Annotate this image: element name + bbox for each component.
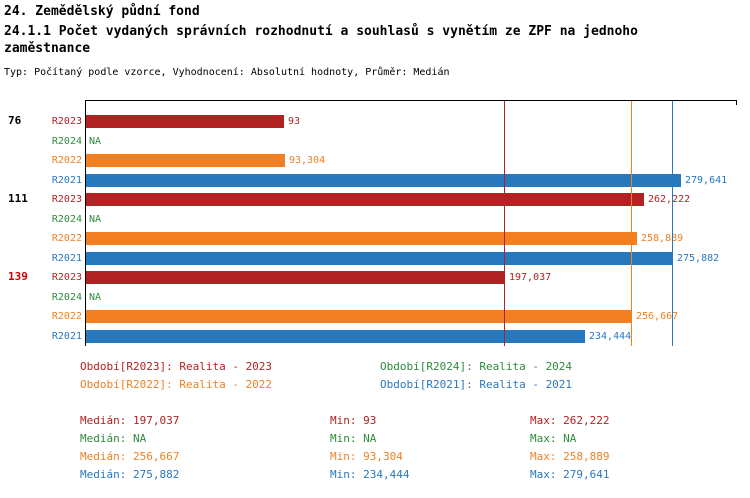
chart-row: 111 R2023 262,222 [0,190,750,210]
value-label: 262,222 [648,194,691,205]
series-label: R2024 [51,291,82,303]
section-title: 24. Zemědělský půdní fond [4,4,200,19]
indicator-title: 24.1.1 Počet vydaných správních rozhodnu… [4,24,638,56]
axis-right-tick [736,100,737,105]
stat-median: Medián: 197,037 [80,414,180,427]
chart-row: R2021 275,882 [0,249,750,269]
value-label: 197,037 [509,272,552,283]
value-bar [86,173,681,187]
legend-item: Období[R2023]: Realita - 2023 [80,360,273,373]
plot-area: 76 R2023 93 R2024 NA R2022 93,304 R2021 279,641 1… [0,112,750,346]
stat-min: Min: NA [330,432,377,445]
series-label: R2022 [51,233,82,244]
stat-median: Medián: NA [80,432,147,445]
value-bar [86,232,637,245]
stat-max: Max: 262,222 [530,414,610,427]
x-axis-top-line [85,100,737,101]
chart-row: R2024 NA [0,132,750,152]
series-label: R2021 [51,174,82,186]
median-line-r2022 [631,101,632,346]
value-bar [86,154,285,167]
group-label: 76 [8,114,22,127]
value-label: 258,889 [641,233,684,244]
legend-item: Období[R2022]: Realita - 2022 [80,378,273,391]
series-label: R2021 [51,330,82,342]
series-label: R2021 [51,252,82,264]
chart-row: 76 R2023 93 [0,112,750,132]
stat-min: Min: 234,444 [330,468,410,481]
series-label: R2022 [51,311,82,322]
stat-max: Max: NA [530,432,577,445]
stat-max: Max: 279,641 [530,468,610,481]
series-label: R2022 [51,155,82,166]
bar-chart: 76 R2023 93 R2024 NA R2022 93,304 R2021 279,641 1… [0,100,750,346]
chart-group: 111 R2023 262,222 R2024 NA R2022 258,889 R2021 2… [0,190,750,268]
chart-row: R2022 256,667 [0,307,750,327]
value-label: 256,667 [636,311,679,322]
value-label: 93,304 [289,155,326,166]
value-label: 93 [288,116,301,127]
legend-item: Období[R2021]: Realita - 2021 [380,378,573,391]
y-axis-line [85,100,86,346]
value-bar [86,271,505,284]
value-label: NA [89,213,102,225]
value-label: 279,641 [685,174,728,186]
indicator-meta: Typ: Počítaný podle vzorce, Vyhodnocení:… [4,67,450,78]
chart-legend: Období[R2023]: Realita - 2023 Období[R202… [0,360,750,400]
value-label: 275,882 [677,252,720,264]
chart-row: R2024 NA [0,210,750,230]
series-label: R2024 [51,213,82,225]
value-bar [86,251,673,265]
group-label: 139 [8,270,28,283]
legend-item: Období[R2024]: Realita - 2024 [380,360,573,373]
median-line-r2023 [504,101,505,346]
value-bar [86,329,585,343]
series-label: R2023 [51,272,82,283]
median-line-r2021 [672,101,673,346]
chart-row: 139 R2023 197,037 [0,268,750,288]
stats-table: Medián: 197,037 Min: 93 Max: 262,222 Medián… [0,414,750,494]
chart-row: R2021 234,444 [0,327,750,347]
chart-row: R2022 258,889 [0,229,750,249]
stat-min: Min: 93,304 [330,450,403,463]
chart-row: R2021 279,641 [0,171,750,191]
stat-max: Max: 258,889 [530,450,610,463]
value-bar [86,115,284,128]
chart-row: R2022 93,304 [0,151,750,171]
chart-group: 139 R2023 197,037 R2024 NA R2022 256,667 R2021 2… [0,268,750,346]
stat-median: Medián: 275,882 [80,468,180,481]
series-label: R2024 [51,135,82,147]
series-label: R2023 [51,194,82,205]
series-label: R2023 [51,116,82,127]
group-label: 111 [8,192,28,205]
value-label: 234,444 [589,330,632,342]
value-label: NA [89,135,102,147]
value-bar [86,193,644,206]
chart-group: 76 R2023 93 R2024 NA R2022 93,304 R2021 279,641 [0,112,750,190]
chart-row: R2024 NA [0,288,750,308]
value-bar [86,310,632,323]
stat-median: Medián: 256,667 [80,450,180,463]
value-label: NA [89,291,102,303]
stat-min: Min: 93 [330,414,377,427]
